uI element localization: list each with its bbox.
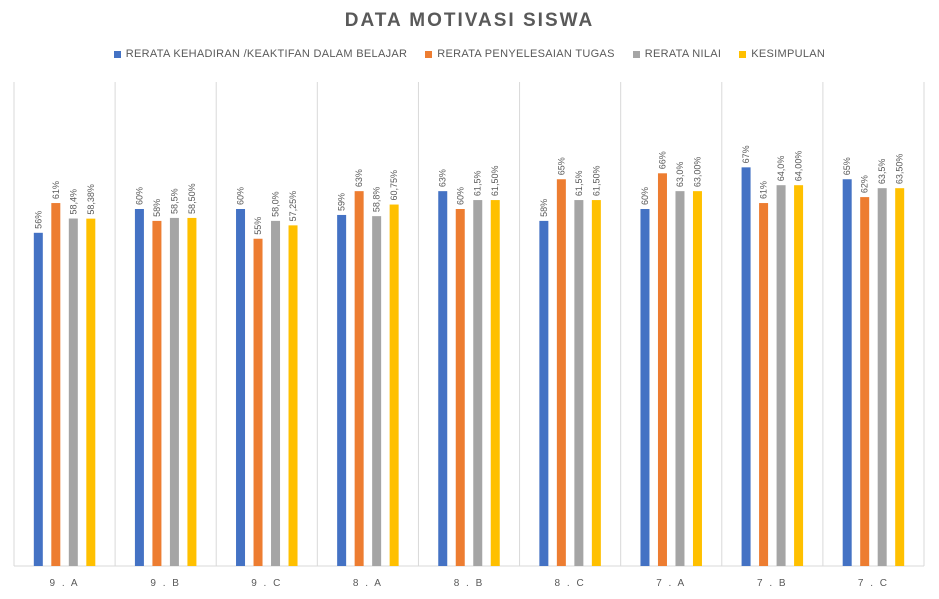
data-label: 59% [337,193,347,211]
x-tick-label: 8 . B [454,578,485,589]
data-label: 58,0% [271,191,281,217]
x-tick-label: 7 . C [858,578,889,589]
bar [354,191,364,566]
bar [675,191,685,566]
legend-label: RERATA PENYELESAIAN TUGAS [437,48,615,60]
data-label: 63,5% [877,159,887,185]
legend-item: RERATA NILAI [632,48,722,60]
bar [657,173,667,567]
data-label: 63,00% [692,157,702,188]
data-label: 55% [253,217,263,235]
data-label: 61% [759,181,769,199]
bar [389,204,399,567]
bar [556,179,566,566]
data-label: 66% [657,151,667,169]
data-label: 61,50% [490,166,500,197]
bar [236,209,246,566]
data-label: 62% [860,175,870,193]
data-label: 63% [354,169,364,187]
x-tick-label: 7 . A [656,578,686,589]
bar [640,209,650,566]
bar [539,220,549,566]
x-tick-label: 8 . C [555,578,586,589]
legend-label: RERATA KEHADIRAN /KEAKTIFAN DALAM BELAJA… [125,48,408,60]
data-label: 64,0% [776,156,786,182]
data-label: 58,8% [372,187,382,213]
legend-swatch [425,50,433,58]
data-label: 58% [152,199,162,217]
bar [271,220,281,566]
data-label: 63,0% [675,162,685,188]
data-label: 61% [51,181,61,199]
data-label: 58,4% [68,189,78,215]
legend-label: KESIMPULAN [751,48,826,60]
bar [692,191,702,566]
bar [337,214,347,566]
legend-swatch [632,50,640,58]
x-tick-label: 9 . A [50,578,80,589]
bar [187,217,197,566]
data-label: 60% [640,187,650,205]
bar [372,216,382,566]
legend-item: KESIMPULAN [739,48,825,60]
bar [759,203,769,567]
bar [860,197,870,566]
bar [591,200,601,566]
data-label: 60% [455,187,465,205]
bar [68,218,78,566]
legend-label: RERATA NILAI [644,48,722,60]
data-label: 58,38% [86,184,96,215]
data-label: 56% [33,211,43,229]
bar [574,200,584,566]
bar [794,185,804,566]
x-tick-label: 8 . A [353,578,383,589]
chart-legend: RERATA KEHADIRAN /KEAKTIFAN DALAM BELAJA… [0,48,939,60]
data-label: 67% [741,145,751,163]
legend-swatch [739,50,747,58]
x-tick-label: 9 . B [150,578,181,589]
bar [490,200,500,566]
x-tick-label: 9 . C [251,578,282,589]
legend-item: RERATA KEHADIRAN /KEAKTIFAN DALAM BELAJA… [113,48,408,60]
data-label: 57,25% [288,191,298,222]
bar [877,188,887,566]
legend-swatch [113,50,121,58]
data-label: 65% [556,157,566,175]
legend-item: RERATA PENYELESAIAN TUGAS [425,48,614,60]
bar [895,188,905,566]
data-label: 64,00% [794,151,804,182]
data-label: 61,50% [591,166,601,197]
bar [776,185,786,566]
chart-title: DATA MOTIVASI SISWA [344,10,595,31]
data-label: 61,5% [574,171,584,197]
data-label: 65% [842,157,852,175]
data-label: 58,50% [187,183,197,214]
data-label: 63% [438,169,448,187]
bar [134,209,144,566]
bar [51,203,61,567]
data-label: 60% [134,187,144,205]
data-label: 60% [236,187,246,205]
bar [169,217,179,566]
bar [741,167,751,566]
bar [288,225,298,567]
data-label: 63,50% [895,154,905,185]
x-tick-label: 7 . B [757,578,788,589]
bar [438,191,448,566]
data-label: 58% [539,199,549,217]
data-label: 61,5% [473,171,483,197]
data-label: 60,75% [389,170,399,201]
bar [33,232,43,567]
bar [842,179,852,566]
bar [253,238,263,566]
data-label: 58,5% [169,188,179,214]
bar [455,209,465,566]
bar [473,200,483,566]
bar [152,220,162,566]
bar [86,218,96,566]
